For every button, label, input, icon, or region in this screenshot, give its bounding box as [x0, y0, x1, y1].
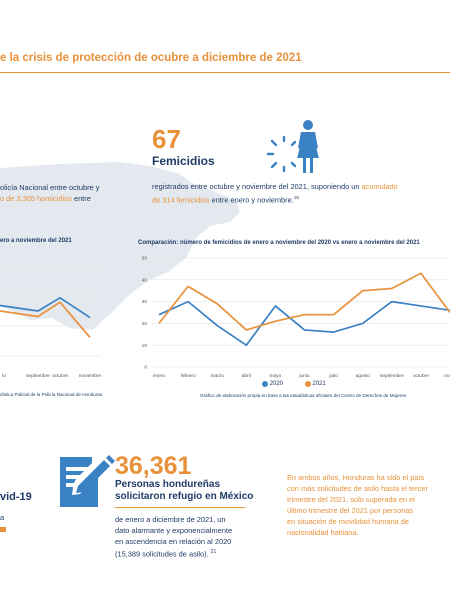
series-line-2021 [158, 272, 450, 331]
left-series-line [0, 301, 91, 338]
x-tick-label: novie [444, 373, 450, 379]
refugio-body-1: de enero a diciembre de 2021, un [115, 515, 226, 524]
asilo-line: trimestre del 2021, solo superada en el [287, 495, 415, 504]
legend-2021-label: 2021 [312, 381, 326, 387]
femicidios-label: Femicidios [152, 154, 215, 168]
y-tick-label: 30 [142, 299, 148, 305]
femicidios-footnote: 19 [293, 195, 299, 200]
x-tick-label: marzo [211, 373, 225, 379]
left-chart-title: ero a noviembre del 2021 [0, 238, 72, 244]
refugio-body: de enero a diciembre de 2021, un dato al… [115, 514, 232, 559]
x-tick-label: junio [298, 373, 309, 379]
left-x-tick-label: septiembre [26, 373, 50, 379]
asilo-line: con más solicitudes de asilo hasta el te… [287, 484, 428, 493]
refugio-number: 36,361 [115, 452, 192, 480]
femicidios-text-1: registrados entre octubre y noviembre de… [152, 182, 360, 191]
chart-legend: 2020 2021 [262, 381, 326, 388]
left-line-chart: to septiembre octubre noviembre [0, 265, 102, 379]
comparison-line-chart: 0 10 20 30 40 50 enero febrero marzo abril mayo jun… [142, 256, 450, 379]
refugio-heading-2: solicitaron refugio en México [115, 491, 254, 502]
x-tick-label: mayo [270, 374, 282, 379]
covid-line-2: a [0, 513, 5, 522]
x-tick-label: julio [328, 373, 338, 379]
asilo-line: último trimestre del 2021 por personas [287, 506, 414, 515]
y-tick-label: 40 [142, 277, 148, 283]
y-tick-label: 20 [142, 321, 148, 327]
asilo-line: en situación de movilidad humana de [287, 517, 410, 526]
asilo-line: nacionalidad haitiana. [287, 528, 359, 537]
refugio-body-3: en ascendencia en relación al 2020 [115, 537, 232, 546]
x-tick-label: agosto [355, 373, 370, 379]
refugio-body-2: dato alarmante y exponencialmente [115, 526, 233, 535]
x-tick-label: febrero [180, 373, 196, 379]
y-tick-label: 10 [142, 343, 148, 349]
left-chart-source: dística Policial de la Policía Nacional … [0, 392, 103, 397]
comparison-chart-source: Gráfico de elaboración propia en base a … [200, 393, 407, 398]
document-pen-icon [60, 455, 115, 507]
asilo-text: En ambos años, Honduras ha sido el país … [287, 472, 428, 538]
femicidios-text: registrados entre octubre y noviembre de… [152, 181, 450, 205]
title-divider [0, 72, 450, 73]
page-title: e la crisis de protección de ocubre a di… [0, 52, 302, 64]
woman-icon [266, 120, 319, 173]
legend-2021-swatch [304, 381, 311, 387]
refugio-divider [115, 507, 245, 508]
asilo-line: En ambos años, Honduras ha sido el país [287, 473, 425, 482]
refugio-heading: Personas hondureñas solicitaron refugio … [115, 479, 253, 503]
left-x-tick-label: octubre [52, 373, 68, 379]
series-line-2020 [158, 300, 450, 347]
x-tick-label: enero [153, 373, 166, 379]
covid-label: vid-19 [0, 491, 32, 503]
y-tick-label: 50 [142, 256, 148, 262]
homicidios-line-2: o de 3,305 homicidios entre [0, 193, 91, 204]
left-x-tick-label: to [2, 373, 6, 379]
homicidios-accent: o de 3,305 homicidios [0, 194, 72, 203]
legend-2020-label: 2020 [269, 381, 284, 387]
x-tick-label: octubre [413, 373, 429, 379]
x-tick-label: abril [242, 373, 251, 379]
legend-2020-swatch [262, 381, 268, 387]
comparison-chart-title: Comparación: número de femicidios de ene… [138, 240, 420, 246]
femicidios-text-accent-1: acumulado [361, 182, 398, 191]
x-tick-label: septiembre [380, 373, 404, 379]
femicidios-number: 67 [152, 124, 181, 154]
refugio-footnote: 21 [210, 549, 217, 555]
homicidios-line-2-rest: entre [71, 194, 91, 203]
covid-accent-mark [0, 527, 6, 532]
refugio-body-4: (15,389 solicitudes de asilo). [115, 549, 209, 559]
homicidios-line-1: olicía Nacional entre octubre y [0, 183, 100, 192]
y-tick-label: 0 [144, 365, 147, 371]
femicidios-text-2: entre enero y noviembre. [211, 195, 294, 205]
femicidios-text-accent-2: de 314 femicidios [152, 195, 210, 205]
left-series-line [0, 296, 91, 319]
refugio-heading-1: Personas hondureñas [115, 479, 221, 490]
left-x-tick-label: noviembre [79, 373, 102, 379]
honduras-map-icon [0, 162, 240, 330]
